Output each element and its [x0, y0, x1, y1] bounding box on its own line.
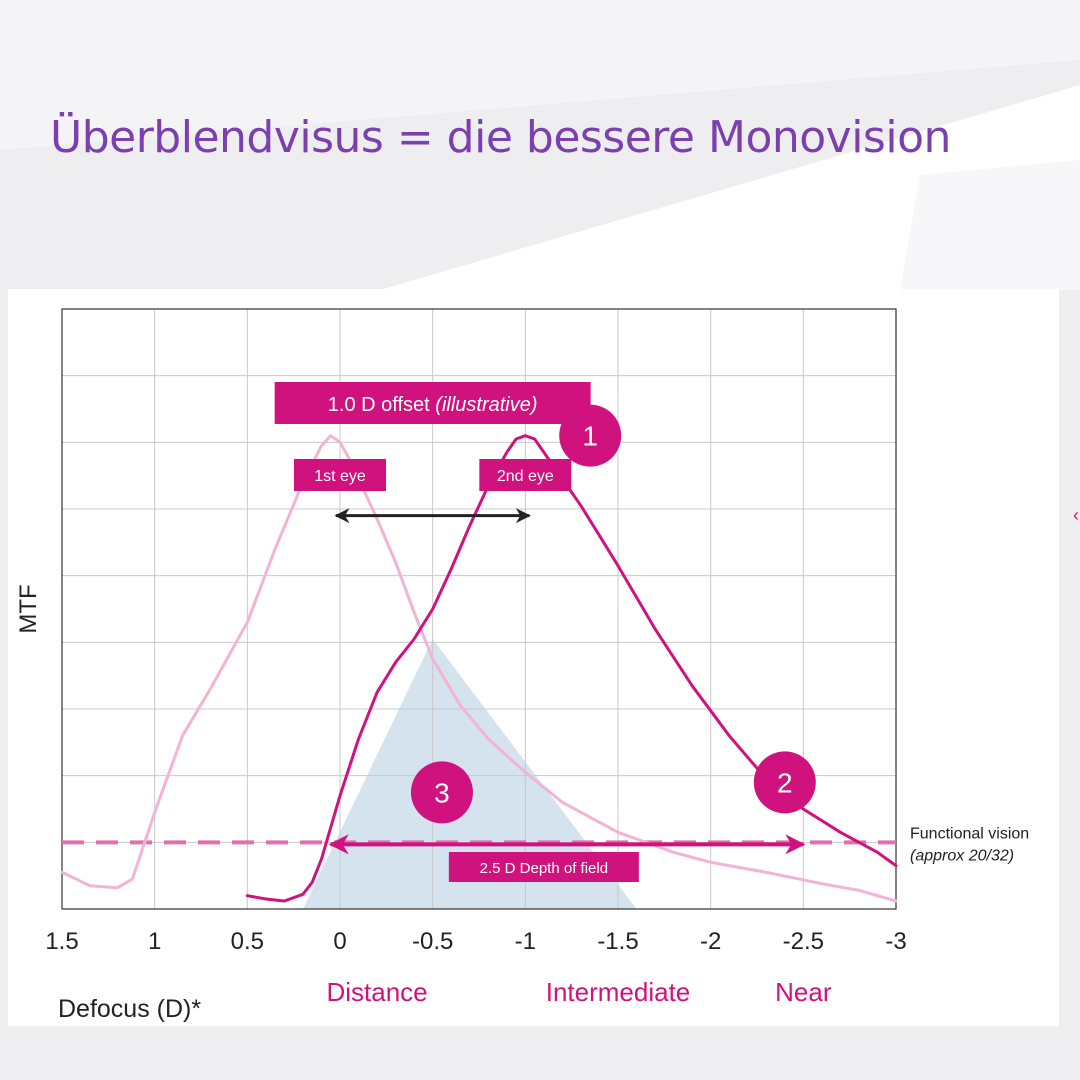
x-tick-label: 1 [148, 928, 161, 955]
plot-frame [61, 308, 897, 910]
marker-circle-3 [410, 761, 473, 824]
x-tick-label: -3 [885, 928, 906, 955]
first-eye-label-box [294, 459, 386, 491]
marker-label-1: 1 [582, 421, 598, 452]
marker-circle-1 [559, 404, 622, 467]
offset-label-box [274, 382, 591, 424]
x-tick-label: -1.5 [597, 928, 638, 955]
depth-of-field-label: 2.5 D Depth of field [480, 860, 608, 877]
slide-title: Überblendvisus = die bessere Monovision [50, 112, 951, 163]
depth-of-field-label-box [448, 852, 639, 882]
x-tick-label: 0 [333, 928, 346, 955]
edge-arrow-icon: ‹ [1073, 505, 1079, 525]
offset-label-main: 1.0 D offset [328, 394, 435, 416]
first-eye-label: 1st eye [314, 468, 366, 485]
x-tick-label: -2 [700, 928, 721, 955]
offset-label-italic: (illustrative) [435, 394, 537, 416]
zone-label-near: Near [775, 977, 832, 1007]
functional-vision-label: Functional vision [910, 825, 1029, 842]
x-tick-label: -2.5 [783, 928, 824, 955]
second-eye-label: 2nd eye [497, 468, 554, 485]
x-tick-label: -0.5 [412, 928, 453, 955]
x-axis-label: Defocus (D)* [58, 995, 201, 1023]
zone-label-distance: Distance [326, 977, 427, 1007]
mtf-chart: 1.0 D offset (illustrative) 1st eye 2nd ey… [15, 308, 1029, 1023]
functional-vision-sublabel: (approx 20/32) [910, 847, 1014, 864]
chart-panel: 1.0 D offset (illustrative) 1st eye 2nd ey… [8, 289, 1059, 1026]
marker-circle-2 [753, 751, 816, 814]
y-axis-label: MTF [15, 584, 42, 633]
marker-label-3: 3 [434, 777, 450, 808]
second-eye-curve [245, 434, 898, 903]
zone-label-intermediate: Intermediate [546, 977, 691, 1007]
x-tick-label: -1 [515, 928, 536, 955]
x-tick-label: 0.5 [231, 928, 264, 955]
x-tick-label: 1.5 [45, 928, 78, 955]
offset-label-text: 1.0 D offset (illustrative) [328, 394, 538, 416]
second-eye-label-box [479, 459, 572, 491]
marker-label-2: 2 [777, 767, 793, 798]
